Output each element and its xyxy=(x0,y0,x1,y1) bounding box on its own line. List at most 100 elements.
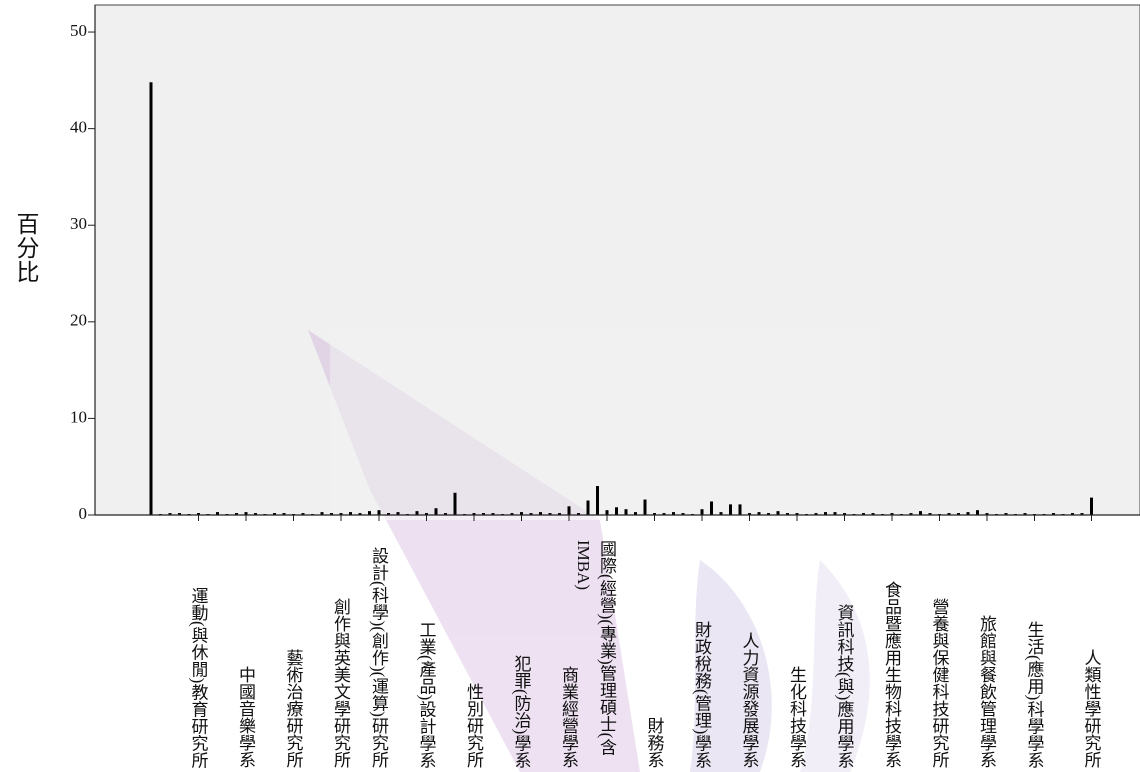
bar xyxy=(1080,513,1084,515)
x-tick-label: 國際(經營)(專業)管理碩士(含IMBA) xyxy=(574,540,616,756)
x-tick-label: 運動(與休閒)教育研究所 xyxy=(188,586,208,768)
bar xyxy=(862,513,865,515)
bar xyxy=(558,513,561,515)
bar xyxy=(178,513,181,515)
bar xyxy=(586,500,590,515)
x-tick-label: 旅館與餐飲管理學系 xyxy=(977,615,996,768)
bar xyxy=(273,513,276,515)
bar xyxy=(909,513,913,515)
bar xyxy=(1052,513,1055,515)
x-tick-label: 人力資源發展學系 xyxy=(739,632,759,768)
bar xyxy=(1023,513,1027,515)
bar xyxy=(377,510,381,515)
plot: 0 10 20 30 40 50 xyxy=(70,5,1140,523)
bar xyxy=(282,513,286,515)
bar xyxy=(520,512,523,515)
bar xyxy=(510,513,514,515)
bar xyxy=(786,513,789,515)
bar xyxy=(482,513,485,515)
bar xyxy=(833,512,837,515)
x-tick-label: 創作與英美文學研究所 xyxy=(331,598,350,768)
plot-area xyxy=(94,4,1140,516)
bar xyxy=(653,513,656,515)
x-tick-label: 食品暨應用生物科技學系 xyxy=(882,581,901,768)
y-axis-title: 百分比 xyxy=(13,212,38,284)
bar xyxy=(966,512,970,515)
bar xyxy=(235,513,238,515)
bar xyxy=(149,82,153,515)
bar xyxy=(919,511,922,515)
y-tick-label: 20 xyxy=(70,311,87,330)
y-tick-label: 30 xyxy=(70,214,87,233)
bar xyxy=(795,513,799,515)
bar xyxy=(216,512,219,515)
x-tick-label: 生化科技學系 xyxy=(787,666,806,768)
bar xyxy=(681,513,685,515)
bar xyxy=(985,513,989,515)
bar xyxy=(890,513,894,515)
x-tick-label: 財政稅務(管理)學系 xyxy=(692,620,711,768)
x-tick-label: 資訊科技(與)應用學系 xyxy=(834,603,854,768)
bar xyxy=(748,513,751,515)
bar xyxy=(577,513,580,515)
bar xyxy=(928,513,932,515)
x-tick-label: 藝術治療研究所 xyxy=(283,649,303,768)
bar xyxy=(843,513,846,515)
bar xyxy=(738,504,742,515)
bar xyxy=(301,513,305,515)
bar xyxy=(643,499,647,515)
bar xyxy=(387,513,390,515)
bar xyxy=(729,504,732,515)
bar xyxy=(976,510,979,515)
bar xyxy=(339,513,343,515)
y-tick-label: 10 xyxy=(70,407,87,426)
bar xyxy=(1090,497,1093,515)
x-tick-label: 人類性學研究所 xyxy=(1081,649,1101,768)
bar xyxy=(168,513,172,515)
bar xyxy=(320,512,324,515)
bar xyxy=(349,512,352,515)
bar xyxy=(244,512,248,515)
bar xyxy=(425,513,428,515)
bar xyxy=(396,512,400,515)
x-tick-label: 工業(產品)設計學系 xyxy=(416,620,436,768)
bar xyxy=(662,513,666,515)
bar xyxy=(700,509,704,515)
bar xyxy=(615,507,618,515)
bar xyxy=(444,513,447,515)
bar xyxy=(453,492,457,515)
bar xyxy=(330,513,333,515)
bar xyxy=(871,513,875,515)
bar xyxy=(529,513,533,515)
bar xyxy=(719,512,723,515)
bar xyxy=(197,513,200,515)
y-tick-label: 50 xyxy=(70,21,87,40)
bar xyxy=(634,512,637,515)
bar xyxy=(415,511,419,515)
bar xyxy=(1004,513,1008,515)
y-tick-label: 0 xyxy=(79,504,88,523)
watermark xyxy=(308,330,880,772)
bar xyxy=(814,513,818,515)
bar xyxy=(624,509,628,515)
x-tick-label: 中國音樂學系 xyxy=(236,666,255,768)
x-tick-label: 生活(應用)科學學系 xyxy=(1024,620,1044,768)
bar xyxy=(757,512,761,515)
bar xyxy=(957,513,960,515)
bar xyxy=(491,513,495,515)
bar xyxy=(548,513,552,515)
bar xyxy=(672,512,675,515)
x-tick-label: 犯罪(防治)學系 xyxy=(511,654,531,768)
x-tick-label: 商業經營學系 xyxy=(559,666,578,768)
bar xyxy=(824,512,827,515)
bar xyxy=(1071,513,1074,515)
bar xyxy=(254,513,257,515)
x-tick-label: 財務系 xyxy=(644,717,664,768)
bar xyxy=(947,513,951,515)
bar xyxy=(358,513,362,515)
bar xyxy=(368,511,371,515)
bar xyxy=(472,513,476,515)
x-tick-label: 設計(科學)(創作)(運算)研究所 xyxy=(369,547,388,768)
y-tick-label: 40 xyxy=(70,118,87,137)
